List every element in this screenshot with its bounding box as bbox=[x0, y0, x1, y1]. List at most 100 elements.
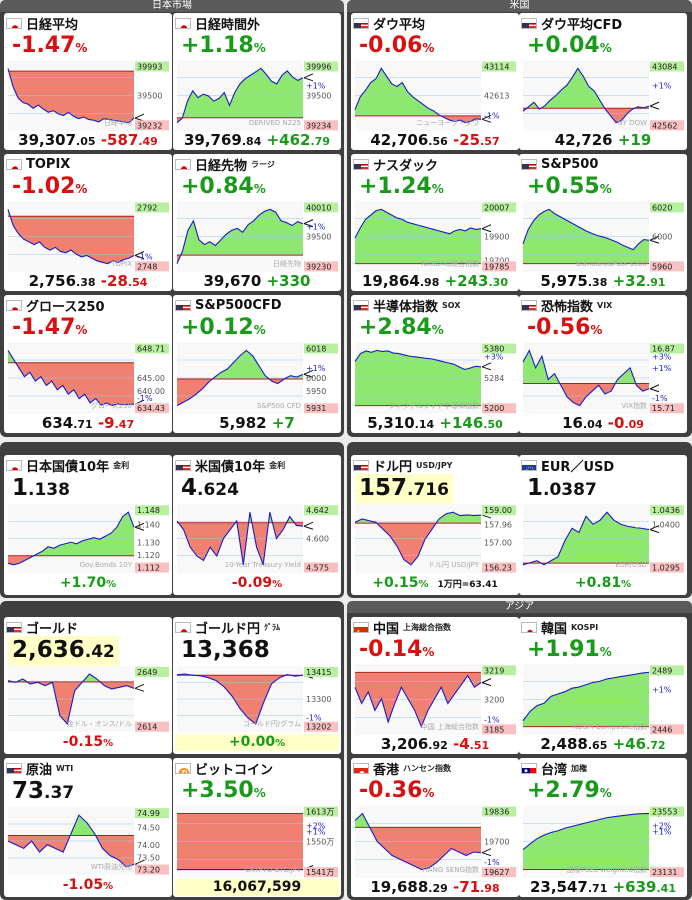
level-value: 4.624 bbox=[181, 475, 239, 501]
change-percent: +0.04% bbox=[527, 33, 612, 58]
change-percent: -0.06% bbox=[359, 33, 435, 58]
card-nikkei-futures[interactable]: 日経先物 ラージ +0.84% 39,670 +330 日経先物 40010 +1%… bbox=[173, 154, 341, 291]
chart-watermark: VIX指数 bbox=[621, 401, 647, 410]
card-nasdaq[interactable]: ナスダック +1.24% 19,864.98 +243.30 NASDAQ総合指… bbox=[351, 154, 519, 291]
axis-tick-label: 39232 bbox=[137, 121, 162, 130]
intraday-chart: TOPIX 2792 -1%2748 bbox=[7, 201, 169, 272]
card-sox[interactable]: 半導体指数 SOX +2.84% 5,310.14 +146.50 フィラデルフ… bbox=[351, 295, 519, 433]
axis-tick-label: 39500 bbox=[306, 92, 331, 101]
axis-tick-label: 2446 bbox=[652, 725, 672, 734]
card-gold[interactable]: ゴールド 2,636.42 -0.15% 金ドル・オンス/ドル 2649 2614 bbox=[4, 617, 172, 754]
card-shanghai[interactable]: ★ 中国 上海総合指数 -0.14% 3,206.92 -4.51 中国 上海総… bbox=[351, 617, 519, 754]
gain-area bbox=[523, 350, 649, 384]
card-bitcoin[interactable]: ₿ ビットコイン +3.50% 16,067,599 CRYPTO BTC/JPY 1… bbox=[173, 758, 341, 897]
tick-highlight bbox=[304, 505, 338, 516]
card-eurusd[interactable]: EUR／USD 1.0387 +0.81% EUR/USD 1.0436 1.040… bbox=[519, 455, 687, 595]
loss-area bbox=[559, 383, 649, 406]
axis-tick-label: 13300 bbox=[306, 695, 331, 704]
instrument-name: 日経平均 bbox=[26, 18, 79, 33]
price-line bbox=[354, 674, 482, 729]
price-line bbox=[7, 209, 135, 265]
price: 19,864.98 bbox=[361, 272, 440, 290]
price-footer: 19,688.29 -71.98 bbox=[353, 879, 517, 896]
card-growth250[interactable]: グロース250 -1.47% 634.71 -9.47 グロース250 648.7… bbox=[4, 295, 172, 433]
gain-area bbox=[182, 68, 303, 118]
instrument-subname: VIX bbox=[597, 301, 613, 310]
card-nikkei-night[interactable]: 日経時間外 +1.18% 39,769.84 +462.79 DERIVED N… bbox=[173, 13, 341, 150]
axis-tick-label: -1% bbox=[484, 858, 500, 867]
card-kospi[interactable]: 韓国 KOSPI +1.91% 2,488.65 +46.72 KOSPI Co… bbox=[519, 617, 687, 754]
tick-highlight bbox=[304, 261, 338, 272]
axis-tick-label: 73.20 bbox=[137, 866, 160, 875]
intraday-chart: KOSPI Composite指数 2489 +1% 2446 bbox=[522, 664, 684, 735]
price-line bbox=[522, 671, 650, 722]
intraday-chart: 日経平均 39993 39500 39232 bbox=[7, 60, 169, 131]
price: 2,756.38 bbox=[28, 272, 96, 290]
tw-flag-icon bbox=[521, 763, 537, 774]
level-value: 1.138 bbox=[12, 475, 70, 501]
btc-flag-icon: ₿ bbox=[175, 763, 191, 774]
axis-tick-label: 1.0400 bbox=[652, 521, 680, 530]
axis-tick-label: -1% bbox=[484, 111, 500, 120]
jp-flag-icon bbox=[175, 622, 191, 633]
change-percent: +1.91% bbox=[527, 637, 612, 662]
tick-highlight bbox=[482, 343, 516, 354]
card-header: 韓国 KOSPI bbox=[521, 619, 598, 637]
instrument-name: グロース250 bbox=[26, 300, 105, 315]
price-footer: 5,982 +7 bbox=[175, 415, 339, 432]
card-header: ダウ平均 bbox=[353, 15, 425, 33]
price-change: +19 bbox=[617, 131, 652, 149]
tick-highlight bbox=[135, 403, 169, 414]
card-hangseng[interactable]: 香港 ハンセン指数 -0.36% 19,688.29 -71.98 HANG S… bbox=[351, 758, 519, 897]
level-value: 13,368 bbox=[181, 637, 270, 663]
tick-highlight bbox=[135, 261, 169, 272]
price-footer: 19,864.98 +243.30 bbox=[353, 273, 517, 290]
card-topix[interactable]: TOPIX -1.02% 2,756.38 -28.54 TOPIX 2792 -1… bbox=[4, 154, 172, 291]
card-gold-jpy[interactable]: ゴールド円 ｸﾞﾗﾑ 13,368 +0.00% ゴールド円/グラム 13415 1… bbox=[173, 617, 341, 754]
axis-tick-label: 1.120 bbox=[137, 551, 160, 560]
price-change: +330 bbox=[266, 272, 311, 290]
axis-tick-label: 19785 bbox=[484, 262, 509, 271]
card-dow-cfd[interactable]: ダウ平均CFD +0.04% 42,726 +19 NY DOW 43084 +1%… bbox=[519, 13, 687, 150]
change-percent: +0.00% bbox=[228, 734, 286, 750]
axis-tick-label: 157.96 bbox=[484, 521, 512, 530]
price: 16,067,599 bbox=[212, 879, 302, 895]
axis-tick-label: +2% bbox=[306, 821, 326, 830]
card-usdjpy[interactable]: ドル円 USD/JPY 157.716 +0.15% 1万円=63.41 ドル円… bbox=[351, 455, 519, 595]
tick-highlight bbox=[482, 202, 516, 213]
card-ust10[interactable]: 米国債10年 金利 4.624 -0.09% 10-Year Treasury … bbox=[173, 455, 341, 595]
tick-highlight bbox=[304, 202, 338, 213]
card-header: ドル円 USD/JPY bbox=[353, 457, 452, 475]
axis-tick-label: 5200 bbox=[484, 404, 504, 413]
gain-area bbox=[8, 674, 134, 682]
tick-highlight bbox=[304, 867, 338, 878]
price: 42,726 bbox=[554, 131, 613, 149]
axis-tick-label: 42613 bbox=[484, 92, 509, 101]
price: 16.04 bbox=[562, 414, 603, 432]
card-taiwan[interactable]: 台湾 加権 +2.79% 23,547.71 +639.41 加権TSEC we… bbox=[519, 758, 687, 897]
card-dow[interactable]: ダウ平均 -0.06% 42,706.56 -25.57 ニューヨーク・ダウ 43… bbox=[351, 13, 519, 150]
loss-area bbox=[8, 835, 134, 867]
card-wti[interactable]: 原油 WTI 73.37 -1.05% WTI原油先物 74.99 74.50 74.… bbox=[4, 758, 172, 897]
card-sp500-cfd[interactable]: S&P500CFD +0.12% 5,982 +7 S&P500 CFD 6018… bbox=[173, 295, 341, 433]
loss-area bbox=[177, 675, 303, 724]
gain-area bbox=[8, 512, 134, 556]
chart-watermark: NY DOW bbox=[617, 119, 647, 127]
card-nikkei[interactable]: 日経平均 -1.47% 39,307.05 -587.49 日経平均 39993 3… bbox=[4, 13, 172, 150]
price-change: -71.98 bbox=[453, 878, 500, 896]
card-sp500[interactable]: S&P500 +0.55% 5,975.38 +32.91 Standard&P… bbox=[519, 154, 687, 291]
axis-tick-label: 157.00 bbox=[484, 539, 512, 548]
tick-highlight bbox=[304, 806, 338, 817]
instrument-name: 中国 bbox=[373, 622, 400, 637]
loss-area bbox=[13, 681, 134, 724]
card-header: 米国債10年 金利 bbox=[175, 457, 285, 475]
instrument-name: ビットコイン bbox=[195, 763, 274, 778]
card-jgb10[interactable]: 日本国債10年 金利 1.138 +1.70% Gov.Bonds 10Y 1.1… bbox=[4, 455, 172, 595]
chart-watermark: HANG SENG指数 bbox=[423, 865, 479, 874]
change-percent: +2.84% bbox=[359, 315, 444, 340]
price: 39,307.05 bbox=[18, 131, 96, 149]
tick-highlight bbox=[650, 343, 684, 354]
gain-area bbox=[355, 813, 481, 828]
card-vix[interactable]: 恐怖指数 VIX -0.56% 16.04 -0.09 VIX指数 16.87 +3… bbox=[519, 295, 687, 433]
axis-tick-label: 2792 bbox=[137, 203, 157, 212]
